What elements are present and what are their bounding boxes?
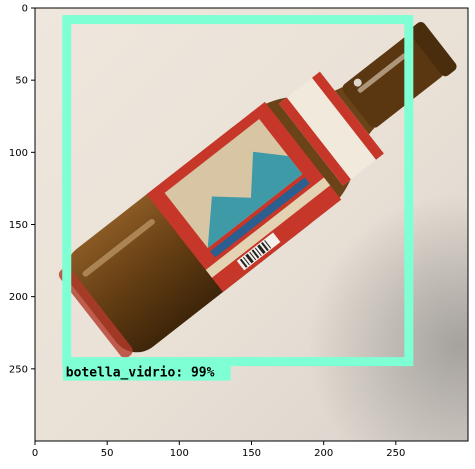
x-tick-label: 150 bbox=[242, 448, 261, 459]
bottle-neck bbox=[342, 33, 444, 128]
bottle-base bbox=[58, 267, 133, 358]
x-tick-label: 50 bbox=[101, 448, 114, 459]
x-axis: 0 50 100 150 200 250 bbox=[32, 441, 405, 459]
y-axis: 0 50 100 150 200 250 bbox=[9, 4, 35, 375]
bottle bbox=[58, 22, 457, 358]
photo bbox=[35, 8, 468, 441]
y-tick-label: 100 bbox=[9, 148, 28, 159]
x-tick-label: 100 bbox=[170, 448, 189, 459]
glare bbox=[353, 78, 362, 87]
detection-overlay: botella_vidrio: 99% bbox=[62, 15, 414, 381]
neck-label bbox=[278, 71, 384, 186]
x-tick-label: 200 bbox=[314, 448, 333, 459]
body-highlight bbox=[82, 218, 155, 277]
x-tick-label: 250 bbox=[386, 448, 405, 459]
y-tick-label: 200 bbox=[9, 292, 28, 303]
x-tick-label: 0 bbox=[32, 448, 38, 459]
detection-label-bg bbox=[62, 364, 231, 381]
detection-label: botella_vidrio: 99% bbox=[66, 366, 215, 381]
barcode bbox=[236, 232, 281, 271]
y-tick-label: 250 bbox=[9, 364, 28, 375]
y-tick-label: 150 bbox=[9, 220, 28, 231]
detection-box bbox=[62, 15, 414, 367]
y-tick-label: 50 bbox=[15, 76, 28, 87]
y-tick-label: 0 bbox=[22, 4, 28, 15]
neck-highlight bbox=[357, 53, 407, 93]
bottle-lip bbox=[409, 22, 457, 77]
